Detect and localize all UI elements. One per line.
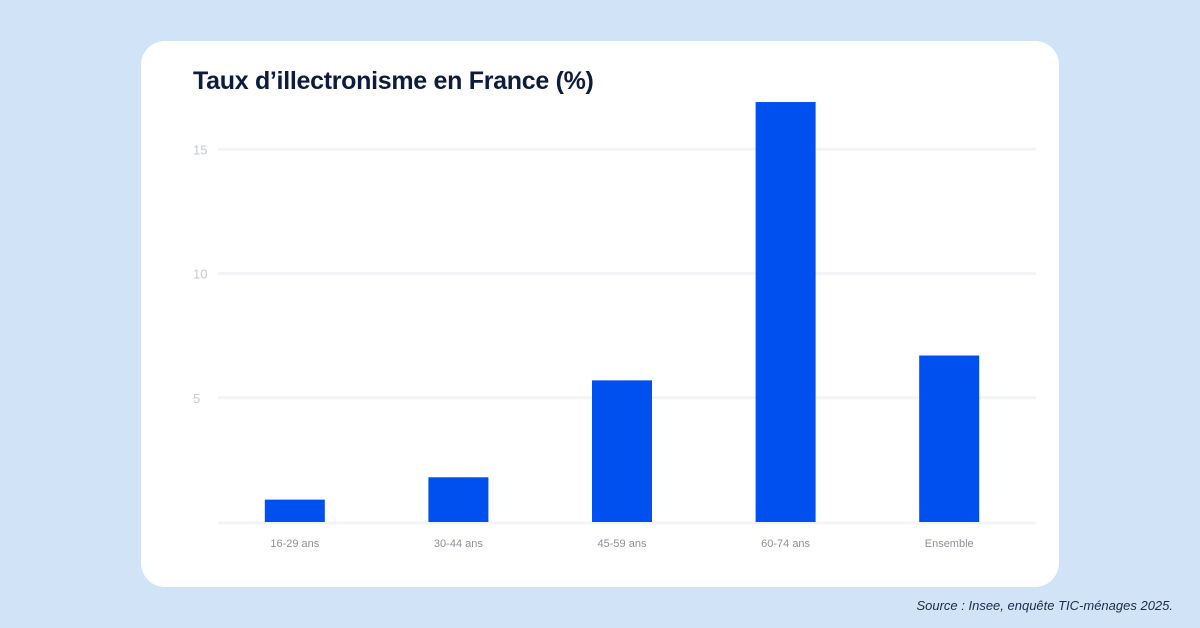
chart-title: Taux d’illectronisme en France (%): [193, 67, 594, 95]
bar: [428, 477, 489, 522]
y-tick-label: 5: [193, 391, 200, 406]
x-tick-label: Ensemble: [925, 538, 974, 550]
source-note: Source : Insee, enquête TIC-ménages 2025…: [916, 598, 1173, 613]
y-tick-label: 10: [193, 267, 207, 282]
bar: [592, 380, 652, 522]
chart-card: Taux d’illectronisme en France (%) 5 10 15…: [141, 41, 1059, 587]
bar: [919, 355, 980, 522]
x-tick-label: 45-59 ans: [598, 538, 647, 550]
x-tick-label: 16-29 ans: [270, 538, 319, 550]
bar: [755, 102, 816, 522]
bar: [264, 499, 325, 522]
y-tick-label: 15: [193, 142, 207, 157]
x-tick-label: 60-74 ans: [761, 538, 810, 550]
bar-chart: 5 10 15 16-29 ans 30-44 ans 45-59 ans 60-74 an…: [193, 102, 1036, 550]
x-tick-label: 30-44 ans: [434, 538, 483, 550]
